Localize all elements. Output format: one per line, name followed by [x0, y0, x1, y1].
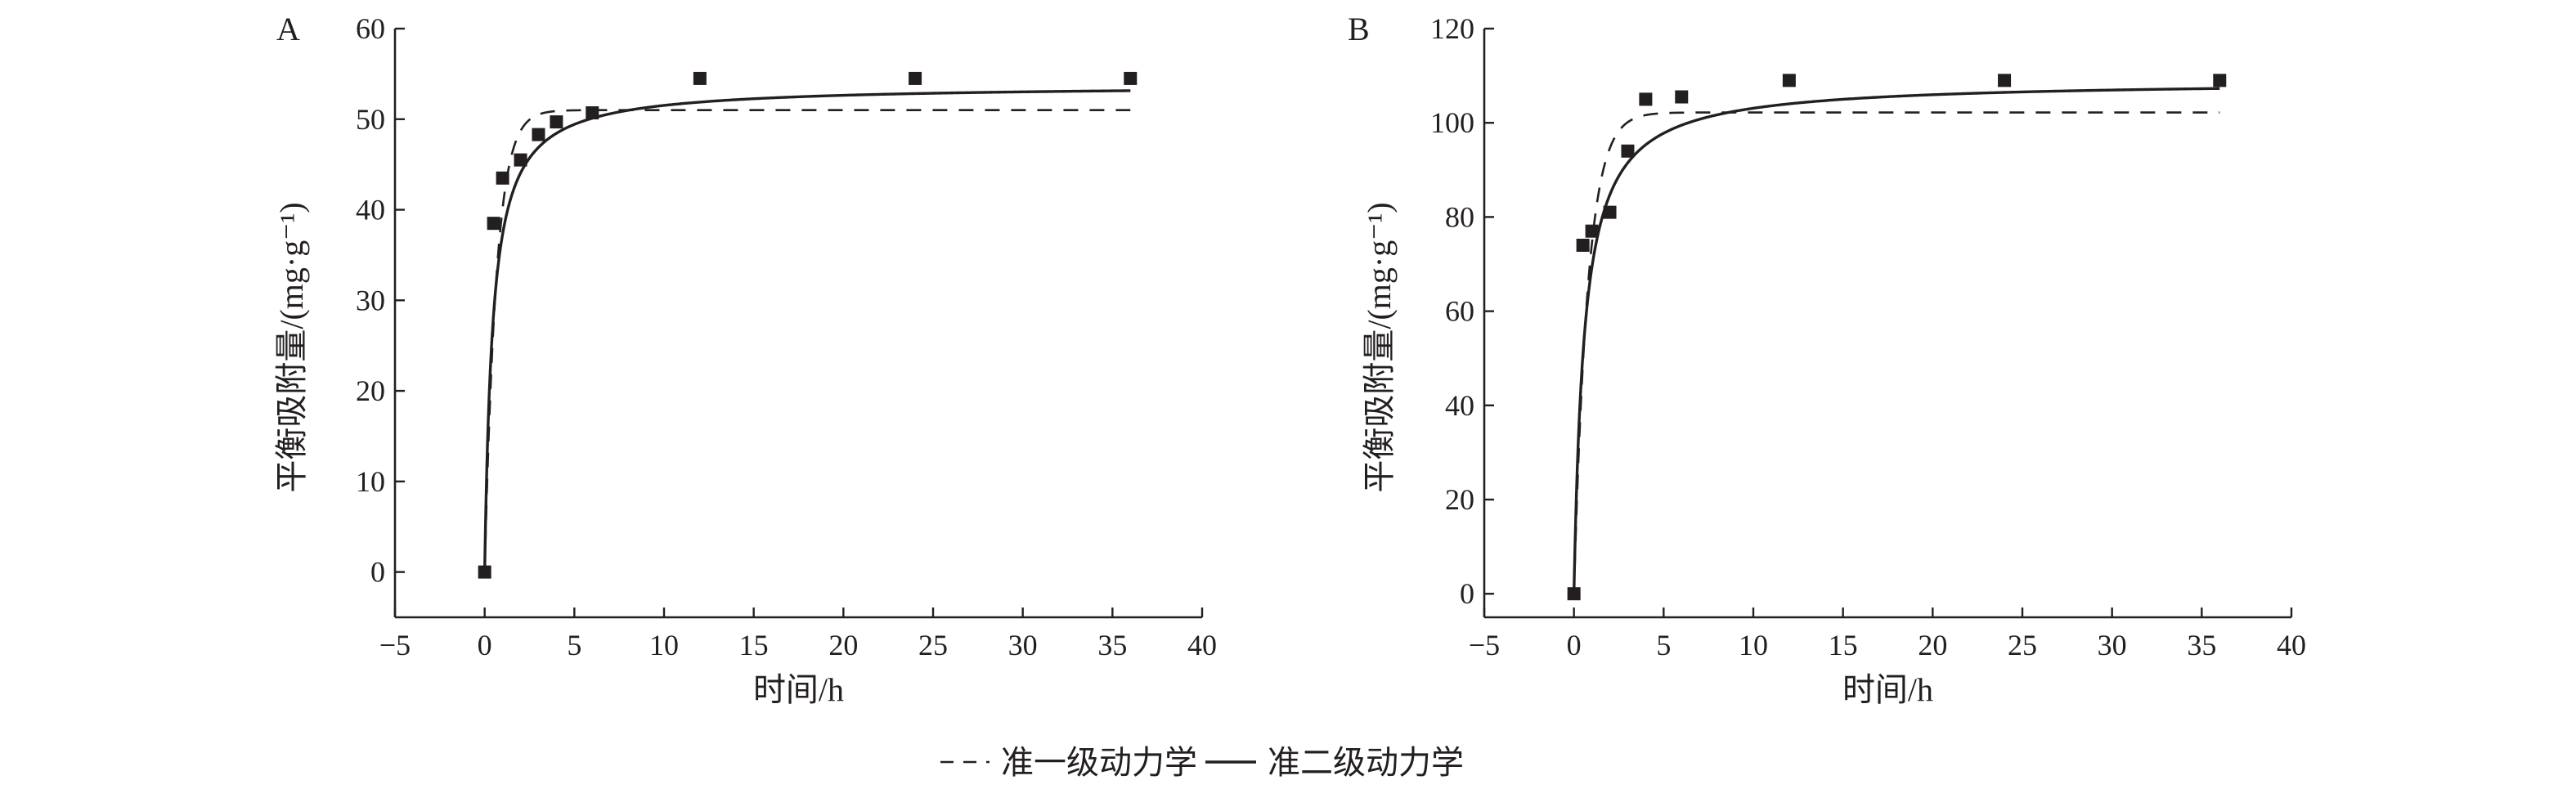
- panel-b-data-point: [1998, 74, 2012, 87]
- panel-a-data-point: [909, 71, 922, 85]
- panel-b-y-axis-title: 平衡吸附量/(mg·g⁻¹): [1361, 202, 1398, 492]
- panel-a-x-axis-title: 时间/h: [753, 671, 844, 708]
- panel-b-x-axis-title: 时间/h: [1842, 671, 1933, 708]
- panel-a-data-point: [532, 128, 545, 141]
- panel-a-data-point: [586, 106, 599, 120]
- panel-a-x-tick-label: 25: [918, 629, 948, 661]
- panel-b-x-tick-label: 30: [2098, 629, 2127, 661]
- panel-a-data-point: [487, 217, 500, 231]
- legend-label-second-order: 准二级动力学: [1268, 744, 1464, 781]
- panel-a-data-point: [478, 565, 491, 579]
- panel-a-label: A: [276, 11, 300, 47]
- panel-b-y-tick-label: 40: [1445, 389, 1474, 422]
- panel-b-y-tick-label: 80: [1445, 200, 1474, 233]
- panel-a-y-tick-label: 40: [356, 194, 385, 226]
- panel-a-x-tick-label: 5: [567, 629, 581, 661]
- panel-a-x-tick-label: 20: [828, 629, 858, 661]
- panel-a-x-tick-label: 35: [1097, 629, 1127, 661]
- panel-a-x-tick-label: 40: [1187, 629, 1217, 661]
- legend: 准一级动力学 准二级动力学: [940, 744, 1464, 781]
- panel-a-x-tick-label: 0: [478, 629, 492, 661]
- panel-a-y-tick-label: 50: [356, 103, 385, 136]
- panel-b-data-point: [1675, 90, 1689, 104]
- panel-a-x-tick-label: 10: [649, 629, 679, 661]
- panel-a-y-tick-label: 60: [356, 12, 385, 45]
- panel-a-data-point: [496, 171, 509, 185]
- panel-a-data-point: [514, 153, 527, 167]
- panel-b-x-tick-label: 40: [2277, 629, 2306, 661]
- panel-a-y-tick-label: 10: [356, 465, 385, 498]
- panel-a-x-tick-label: 15: [739, 629, 769, 661]
- panel-b-x-tick-label: 15: [1829, 629, 1858, 661]
- panel-b-x-tick-label: 0: [1567, 629, 1582, 661]
- panel-b-x-tick-label: −5: [1469, 629, 1500, 661]
- panel-b-data-point: [1576, 238, 1590, 252]
- legend-label-first-order: 准一级动力学: [1001, 744, 1197, 781]
- panel-b-label: B: [1348, 11, 1370, 47]
- panel-a-y-tick-label: 0: [370, 556, 385, 589]
- panel-b-y-tick-label: 20: [1445, 483, 1474, 516]
- panel-b: −5 0 5 10 15 20 25 30 35 40 0 20 40 60 80 100 120 时间/h 平衡吸…: [1348, 11, 2306, 708]
- panel-a-first-order-fit-line: [483, 109, 1131, 572]
- panel-b-y-tick-label: 120: [1430, 12, 1474, 45]
- panel-b-x-tick-label: 25: [2008, 629, 2037, 661]
- panel-a-data-point: [693, 71, 707, 85]
- panel-a-data-point: [550, 115, 563, 129]
- panel-a-x-tick-label: −5: [379, 629, 411, 661]
- panel-b-y-tick-label: 60: [1445, 295, 1474, 328]
- panel-b-y-tick-label: 0: [1460, 577, 1474, 610]
- panel-a-data-point: [1124, 71, 1138, 85]
- panel-b-x-tick-label: 35: [2187, 629, 2216, 661]
- panel-a-y-axis-title: 平衡吸附量/(mg·g⁻¹): [273, 202, 310, 492]
- panel-b-data-point: [1621, 144, 1635, 158]
- panel-a: −5 0 5 10 15 20 25 30 35 40 0 10 20 30 40 50 60 时间/h 平衡吸附量…: [273, 11, 1217, 708]
- panel-b-data-point: [1603, 205, 1617, 219]
- panel-b-data-point: [1639, 92, 1653, 106]
- panel-b-x-tick-label: 20: [1918, 629, 1947, 661]
- panel-b-x-tick-label: 5: [1656, 629, 1671, 661]
- panel-b-data-point: [1782, 74, 1796, 87]
- panel-b-data-point: [2213, 74, 2227, 87]
- panel-a-y-tick-label: 30: [356, 284, 385, 316]
- panel-b-y-tick-label: 100: [1430, 106, 1474, 139]
- panel-a-y-tick-label: 20: [356, 374, 385, 407]
- panel-b-second-order-fit-line: [1572, 87, 2220, 594]
- panel-b-x-tick-label: 10: [1739, 629, 1768, 661]
- panel-b-first-order-fit-line: [1573, 111, 2220, 594]
- panel-a-x-tick-label: 30: [1008, 629, 1038, 661]
- panel-b-data-point: [1585, 224, 1599, 238]
- panel-a-second-order-fit-line: [482, 89, 1131, 572]
- panel-b-data-point: [1567, 587, 1581, 601]
